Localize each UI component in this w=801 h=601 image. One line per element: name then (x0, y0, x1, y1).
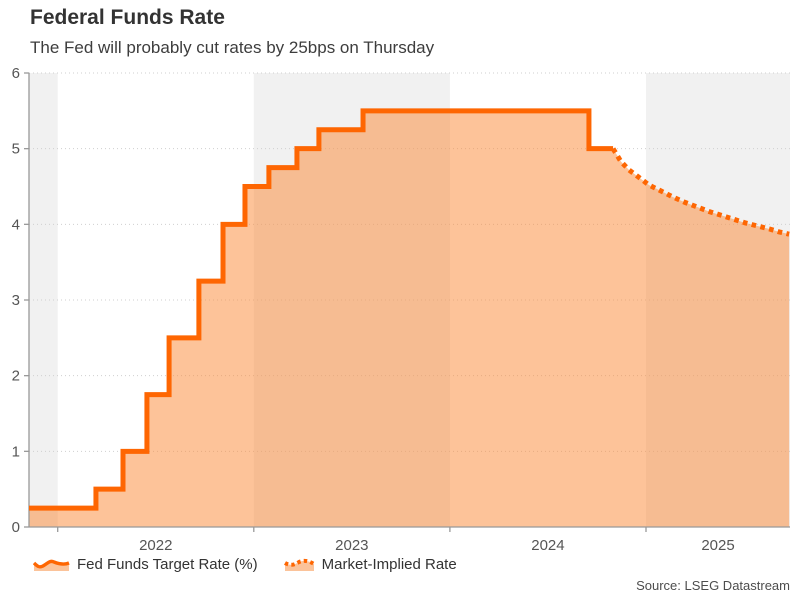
rate-area-fill (29, 110, 790, 527)
legend-item-target-rate: Fed Funds Target Rate (%) (33, 556, 258, 573)
y-axis-label: 0 (12, 519, 20, 536)
y-axis-label: 3 (12, 292, 20, 309)
chart-title: Federal Funds Rate (30, 6, 225, 29)
y-axis-label: 1 (12, 443, 20, 460)
x-axis-label: 2025 (701, 537, 734, 554)
y-axis-label: 6 (12, 65, 20, 82)
x-axis-label: 2023 (335, 537, 368, 554)
dotted-area-swatch-icon (283, 558, 315, 571)
legend: Fed Funds Target Rate (%) Market-Implied… (33, 556, 457, 573)
y-axis-label: 5 (12, 141, 20, 158)
legend-item-market-implied: Market-Implied Rate (283, 556, 457, 573)
y-axis-label: 2 (12, 368, 20, 385)
y-axis-label: 4 (12, 216, 20, 233)
market-implied-line (610, 147, 790, 237)
target-rate-line (29, 108, 614, 511)
source-credit: Source: LSEG Datastream (636, 578, 790, 593)
x-axis-label: 2024 (531, 537, 564, 554)
legend-label-target-rate: Fed Funds Target Rate (%) (77, 556, 258, 573)
solid-area-swatch-icon (33, 559, 70, 571)
legend-label-market-implied: Market-Implied Rate (321, 556, 457, 573)
x-axis-label: 2022 (139, 537, 172, 554)
chart-subtitle: The Fed will probably cut rates by 25bps… (30, 38, 435, 57)
